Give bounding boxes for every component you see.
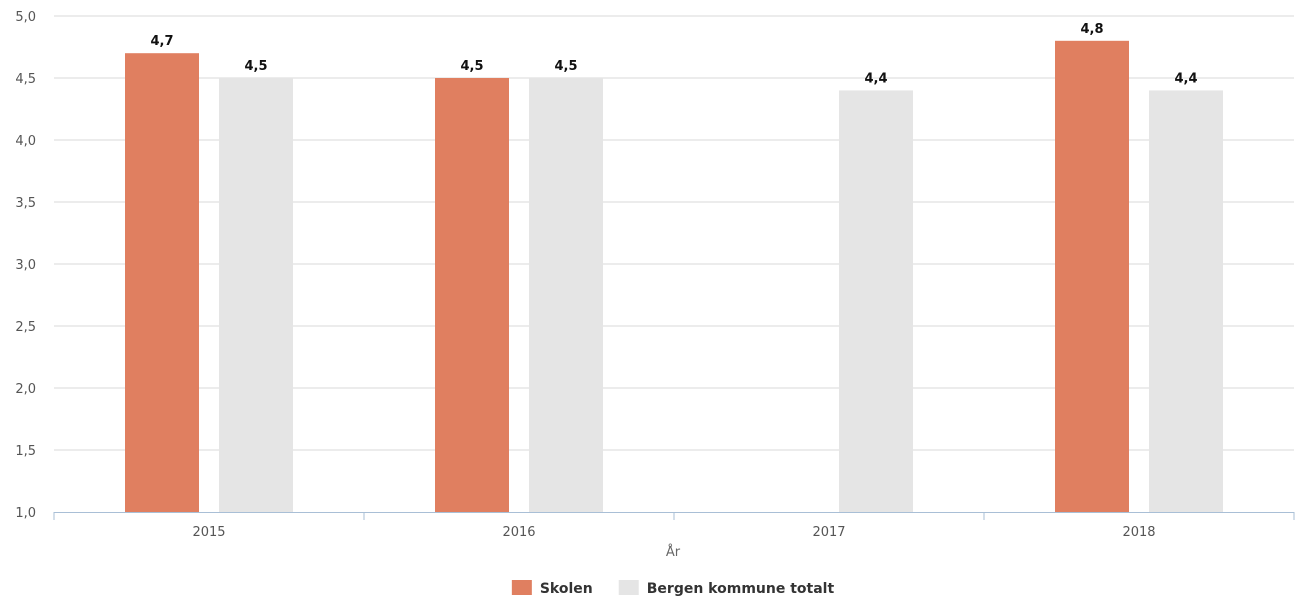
legend-label: Skolen	[540, 581, 593, 597]
x-tick-label: 2017	[812, 525, 845, 540]
legend-item-bergen-kommune-totalt[interactable]: Bergen kommune totalt	[618, 580, 835, 597]
bar-bergen-kommune-2017[interactable]	[839, 90, 913, 513]
bar-bergen-kommune-2016[interactable]	[529, 78, 603, 512]
legend-label: Bergen kommune totalt	[647, 581, 835, 597]
y-axis-ticks: 1,0 1,5 2,0 2,5 3,0 3,5 4,0 4,5 5,0	[15, 10, 36, 521]
legend-swatch	[618, 580, 639, 595]
bar-skolen-2015[interactable]	[125, 53, 199, 512]
y-tick-label: 1,0	[15, 506, 36, 521]
data-label: 4,5	[554, 59, 577, 74]
x-tick-label: 2018	[1122, 525, 1155, 540]
data-label: 4,5	[460, 59, 483, 74]
x-axis: 2015 2016 2017 2018	[53, 512, 1295, 540]
bar-bergen-kommune-2018[interactable]	[1149, 90, 1223, 513]
y-tick-label: 4,5	[15, 72, 36, 87]
bar-skolen-2016[interactable]	[435, 78, 509, 512]
x-tick-label: 2015	[192, 525, 225, 540]
x-tick-label: 2016	[502, 525, 535, 540]
y-tick-label: 2,0	[15, 382, 36, 397]
legend[interactable]: Skolen Bergen kommune totalt	[511, 580, 835, 597]
data-label: 4,7	[150, 34, 173, 49]
y-tick-label: 2,5	[15, 320, 36, 335]
legend-swatch	[511, 580, 532, 595]
bar-skolen-2018[interactable]	[1055, 40, 1129, 513]
y-tick-label: 3,5	[15, 196, 36, 211]
data-label: 4,4	[1174, 71, 1197, 86]
y-tick-label: 1,5	[15, 444, 36, 459]
y-tick-label: 5,0	[15, 10, 36, 25]
data-label: 4,4	[864, 71, 887, 86]
data-label: 4,5	[244, 59, 267, 74]
data-label: 4,8	[1080, 22, 1103, 37]
legend-item-skolen[interactable]: Skolen	[511, 580, 593, 597]
data-labels: 4,7 4,5 4,5 4,5 4,4 4,8 4,4	[150, 22, 1197, 87]
y-tick-label: 4,0	[15, 134, 36, 149]
x-axis-title: År	[666, 544, 681, 560]
y-tick-label: 3,0	[15, 258, 36, 273]
bars	[125, 40, 1223, 513]
bar-bergen-kommune-2015[interactable]	[219, 78, 293, 512]
